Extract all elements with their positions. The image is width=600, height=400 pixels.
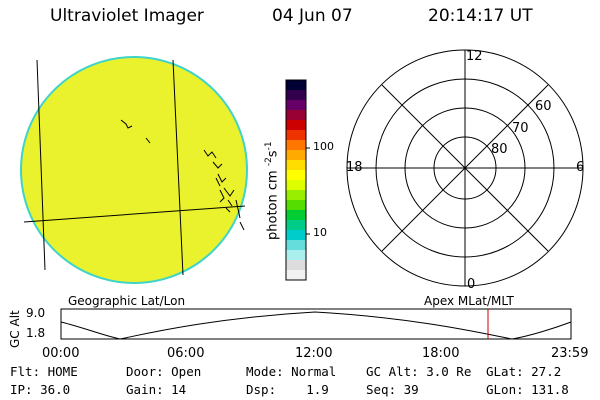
uv-image-disk [20,56,248,284]
color-scale-segment [286,250,306,261]
door-status: Door: Open [126,364,202,379]
x-tick-0000: 00:00 [42,346,80,361]
seq-status: Seq: 39 [366,382,419,397]
gc-alt-min-label: 1.8 [26,326,46,340]
glat-status: GLat: 27.2 [486,364,562,379]
color-scale-segment [286,100,306,111]
mlt-06-label: 6 [576,160,584,175]
mlat-60-label: 60 [535,99,552,114]
coastline-outline [120,119,235,213]
uv-image-panel [20,56,248,284]
dsp-status: Dsp: 1.9 [246,382,329,397]
color-scale-segment [286,80,306,91]
altitude-curve [60,311,572,340]
color-scale-segment [286,110,306,121]
time-label: 20:14:17 UT [428,6,533,26]
color-scale-segment [286,260,306,271]
color-scale-frame [285,79,307,281]
color-scale-segment [286,230,306,241]
gc-alt-status: GC Alt: 3.0 Re [366,364,472,379]
x-tick-1200: 12:00 [295,346,333,361]
polar-grid [346,49,584,287]
color-scale-label-10: 10 [313,226,327,239]
mlat-80-label: 80 [491,142,508,157]
glon-status: GLon: 131.8 [486,382,569,397]
color-scale-unit: photon cm -2s-1 [264,141,281,240]
color-scale-segment [286,90,306,101]
color-scale-segment [286,270,306,281]
x-tick-1800: 18:00 [422,346,460,361]
color-scale-segment [286,210,306,221]
gain-status: Gain: 14 [126,382,187,397]
instrument-title: Ultraviolet Imager [50,6,204,26]
color-scale-segment [286,160,306,171]
apex-mlat-mlt-label: Apex MLat/MLT [424,294,514,308]
x-tick-0600: 06:00 [167,346,205,361]
color-scale-bar [286,80,306,281]
gc-alt-axis-label: GC Alt [8,310,22,348]
mlt-18-label: 18 [346,160,363,175]
gc-alt-max-label: 9.0 [26,306,46,320]
color-scale-segment [286,120,306,131]
polar-mlat-mlt-plot: 12 18 6 0 60 70 80 [346,49,584,292]
color-scale-segment [286,200,306,211]
color-scale-segment [286,240,306,251]
mlt-00-label: 0 [467,277,475,292]
date-label: 04 Jun 07 [272,6,353,26]
color-scale-segment [286,190,306,201]
mlt-12-label: 12 [466,49,483,64]
color-scale [285,79,310,281]
color-scale-segment [286,140,306,151]
color-scale-segment [286,170,306,181]
timeline-frame [60,308,572,340]
altitude-timeline-plot [60,308,572,340]
mode-status: Mode: Normal [246,364,337,379]
color-scale-segment [286,150,306,161]
geographic-lat-lon-label: Geographic Lat/Lon [68,294,186,308]
ip-status: IP: 36.0 [10,382,71,397]
mlat-70-label: 70 [512,121,529,136]
color-scale-label-100: 100 [313,140,334,153]
geographic-grid [23,59,246,276]
filter-status: Flt: HOME [10,364,78,379]
color-scale-segment [286,220,306,231]
x-tick-2359: 23:59 [551,346,589,361]
color-scale-segment [286,180,306,191]
color-scale-segment [286,130,306,141]
